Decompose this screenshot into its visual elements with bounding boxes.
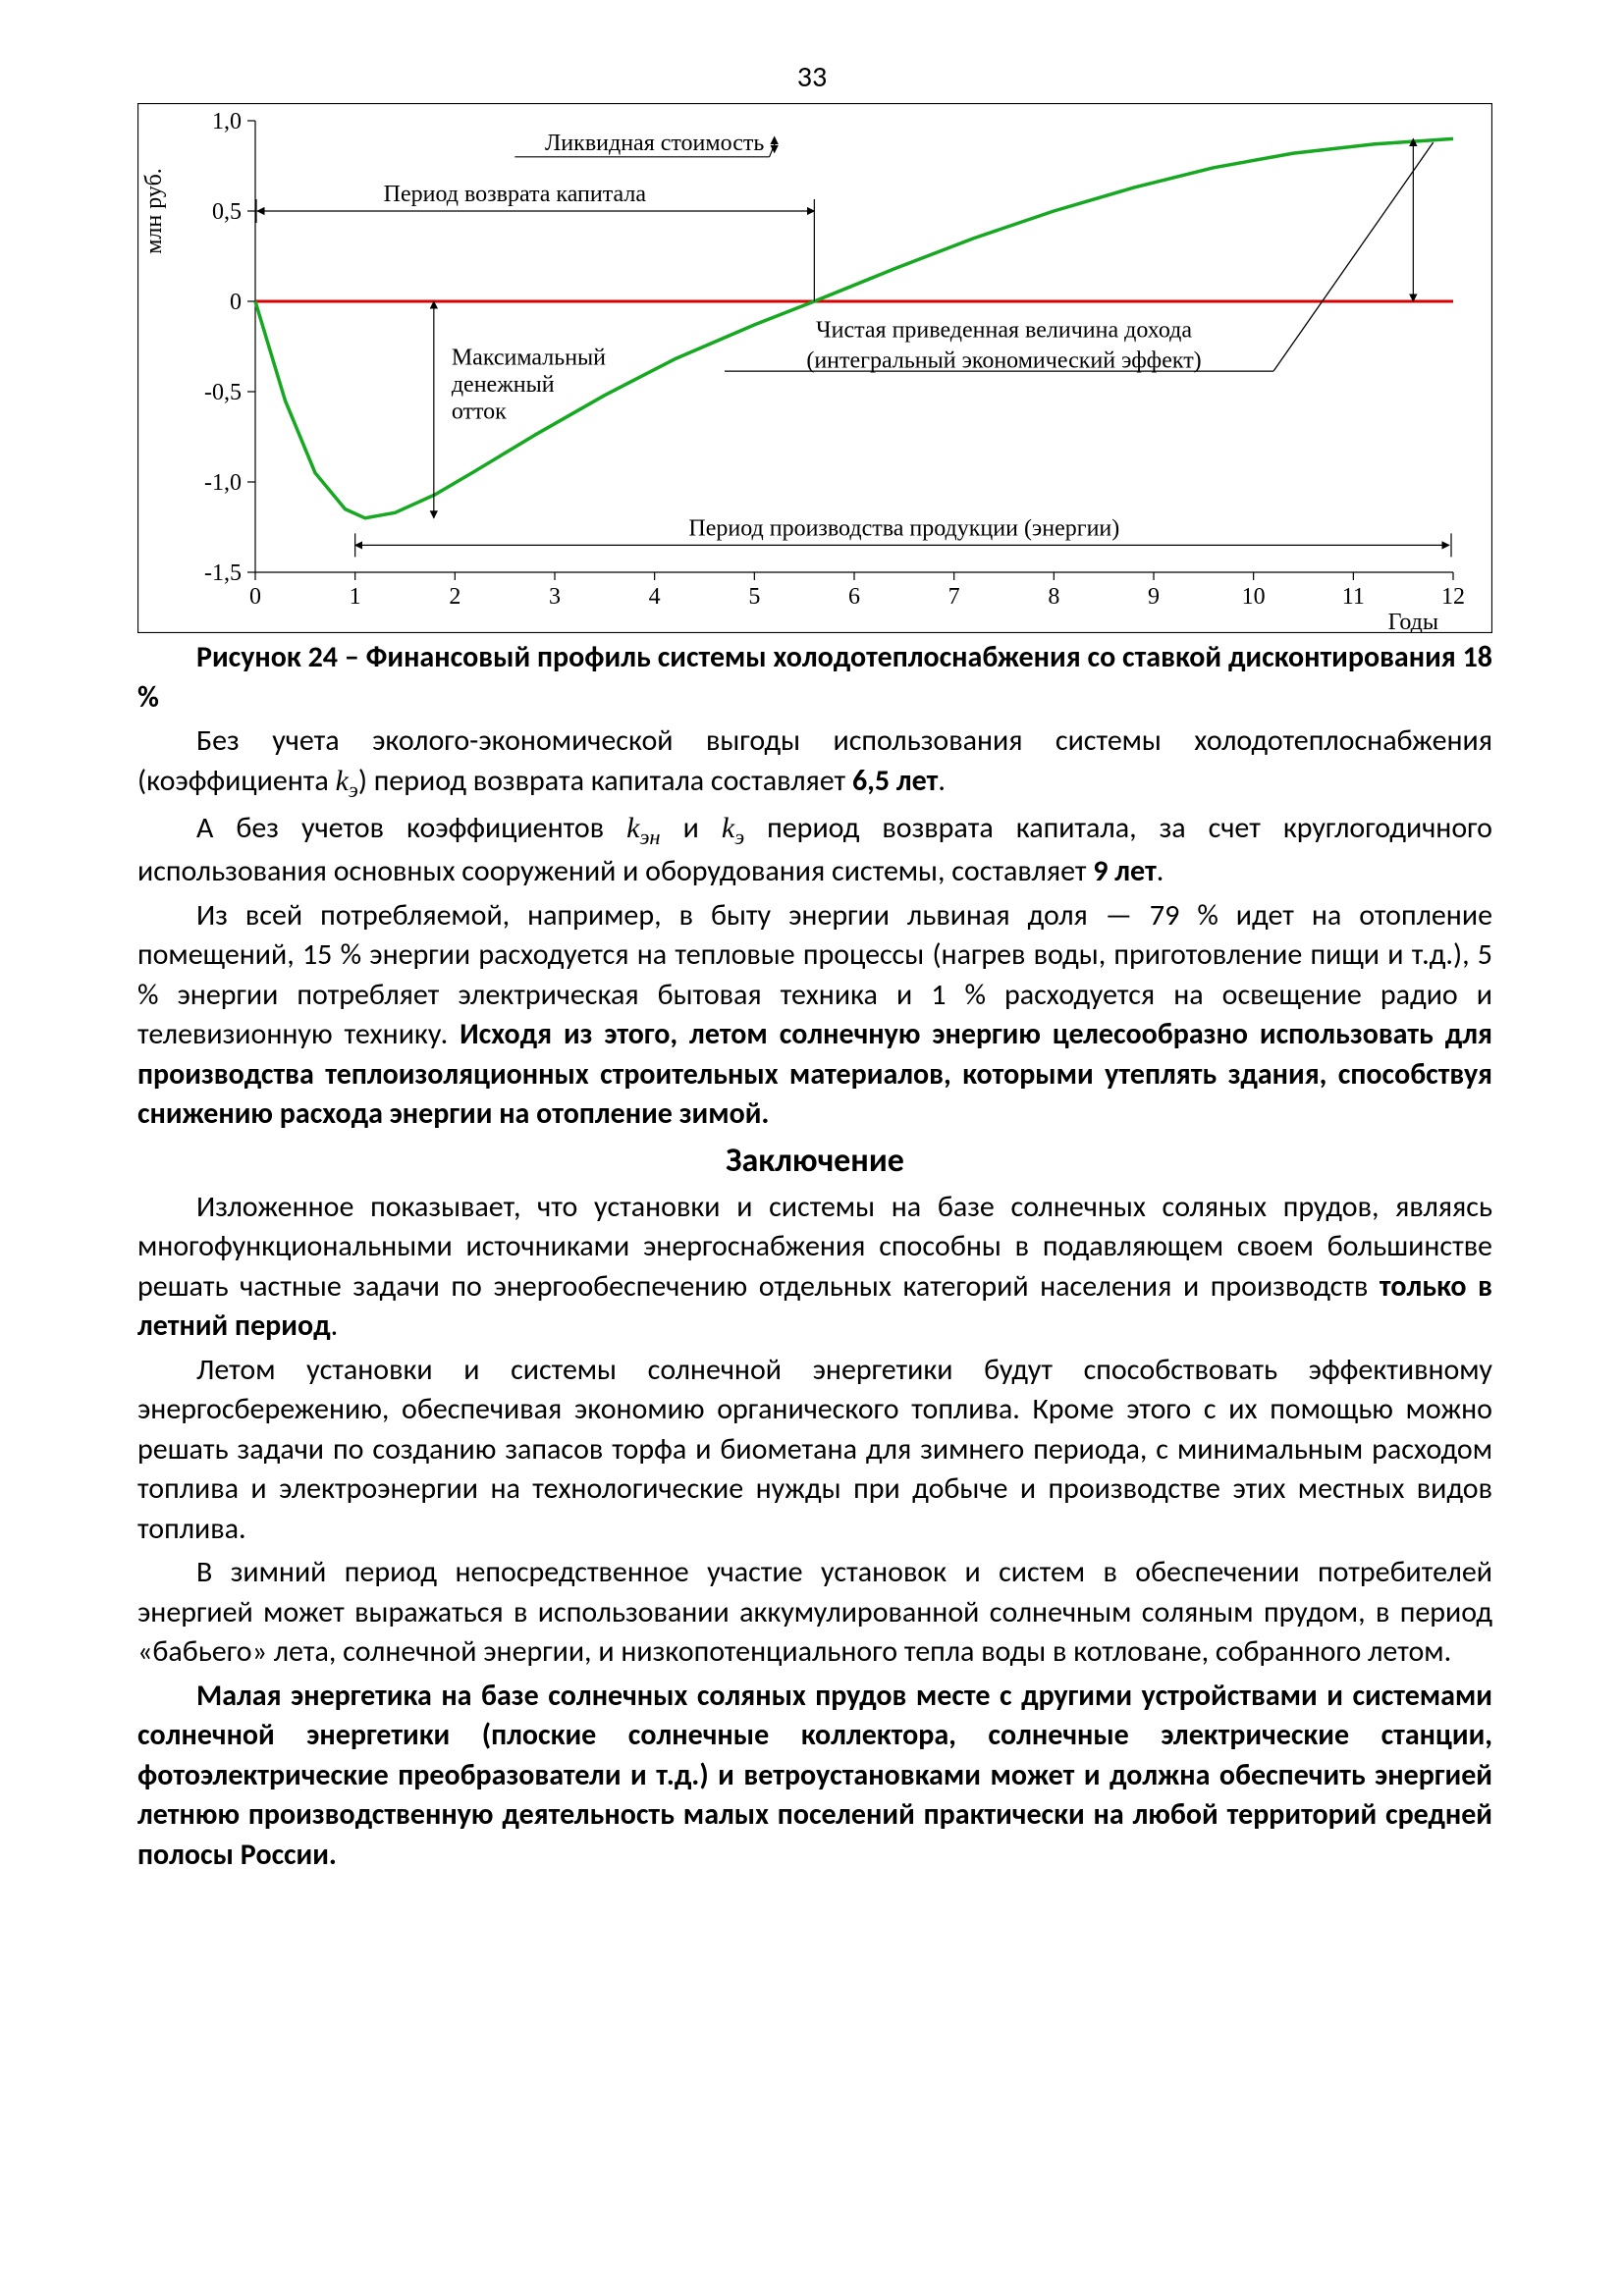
svg-text:-0,5: -0,5 [204, 380, 242, 405]
figure-caption: Рисунок 24 – Финансовый профиль системы … [137, 638, 1492, 718]
p2-k1: k [626, 812, 639, 844]
p2-mid: и [661, 810, 722, 846]
svg-text:12: 12 [1441, 584, 1465, 610]
page-number: 33 [0, 59, 1624, 95]
svg-text:7: 7 [948, 584, 960, 610]
p2-bold: 9 лет [1093, 853, 1156, 889]
p2-a: А без учетов коэффициентов [196, 810, 626, 846]
svg-text:4: 4 [649, 584, 661, 610]
svg-text:6: 6 [848, 584, 860, 610]
paragraph-1: Без учета эколого-экономической выгоды и… [137, 721, 1492, 805]
p2-k2: k [722, 812, 734, 844]
svg-text:млн руб.: млн руб. [141, 168, 167, 254]
body-text: Рисунок 24 – Финансовый профиль системы … [137, 638, 1492, 1879]
c1-b: . [331, 1308, 339, 1344]
concl-p4: Малая энергетика на базе солнечных солян… [137, 1677, 1492, 1876]
svg-text:Ликвидная стоимость: Ликвидная стоимость [545, 131, 764, 156]
p2-k1sub: эн [639, 825, 660, 849]
svg-text:8: 8 [1048, 584, 1059, 610]
c1-a: Изложенное показывает, что установки и с… [137, 1189, 1492, 1305]
svg-text:1,0: 1,0 [212, 109, 242, 134]
p2-k2sub: э [734, 825, 744, 849]
svg-text:9: 9 [1148, 584, 1160, 610]
svg-text:0,5: 0,5 [212, 199, 242, 225]
svg-text:Максимальный: Максимальный [452, 345, 606, 370]
p1-ksub: э [349, 777, 358, 802]
svg-text:-1,5: -1,5 [204, 561, 242, 586]
p1-k: k [336, 765, 349, 797]
concl-p3: В зимний период непосредственное участие… [137, 1553, 1492, 1673]
concl-p2: Летом установки и системы солнечной энер… [137, 1351, 1492, 1550]
svg-text:2: 2 [449, 584, 460, 610]
svg-text:денежный: денежный [452, 372, 555, 398]
paragraph-2: А без учетов коэффициентов kэн и kэ пери… [137, 809, 1492, 892]
p2-c: . [1157, 853, 1164, 889]
svg-text:Период производства продукции: Период производства продукции (энергии) [688, 515, 1119, 541]
figure-24: -1,5-1,0-0,500,51,00123456789101112млн р… [137, 103, 1492, 633]
svg-text:0: 0 [230, 290, 242, 315]
svg-text:1: 1 [350, 584, 361, 610]
p1-b: ) период возврата капитала составляет [358, 763, 852, 799]
svg-text:Чистая приведенная величина до: Чистая приведенная величина дохода [816, 317, 1192, 343]
svg-text:отток: отток [452, 400, 507, 425]
c4-bold: Малая энергетика на базе солнечных солян… [137, 1678, 1492, 1873]
svg-text:10: 10 [1242, 584, 1266, 610]
p1-c: . [938, 763, 946, 799]
svg-text:0: 0 [249, 584, 261, 610]
concl-p1: Изложенное показывает, что установки и с… [137, 1188, 1492, 1347]
svg-text:5: 5 [748, 584, 760, 610]
svg-text:11: 11 [1342, 584, 1365, 610]
svg-text:3: 3 [549, 584, 561, 610]
paragraph-3: Из всей потребляемой, например, в быту э… [137, 896, 1492, 1135]
heading-conclusion: Заключение [137, 1139, 1492, 1184]
page: 33 -1,5-1,0-0,500,51,00123456789101112мл… [0, 0, 1624, 2296]
svg-text:Годы: Годы [1388, 610, 1438, 633]
svg-text:-1,0: -1,0 [204, 470, 242, 496]
p1-bold: 6,5 лет [852, 763, 938, 799]
svg-text:(интегральный экономический эф: (интегральный экономический эффект) [806, 348, 1201, 374]
svg-text:Период возврата капитала: Период возврата капитала [384, 182, 647, 207]
